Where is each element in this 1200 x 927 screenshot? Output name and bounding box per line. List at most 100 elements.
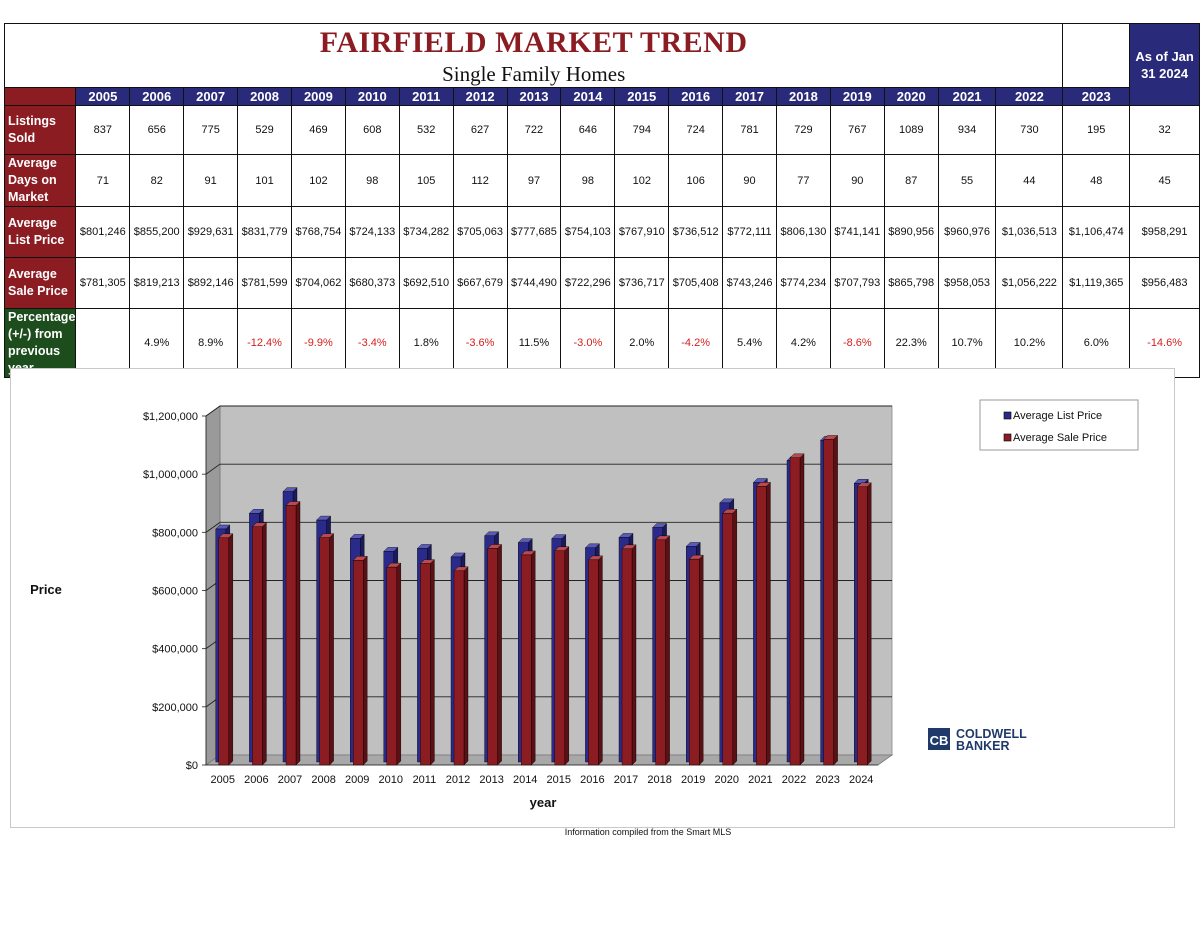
cell-avg-sale-15: $865,798 (883, 257, 939, 309)
bar-sale-2014 (521, 554, 532, 766)
bar-sale-2023-side (833, 434, 838, 766)
cell-avg-days-19: 45 (1129, 154, 1200, 207)
bar-sale-2018-side (665, 535, 670, 766)
logo-mark (928, 728, 950, 750)
year-header-2018: 2018 (775, 87, 831, 106)
y-tick-label-1: $200,000 (152, 702, 198, 714)
bar-sale-2016-side (598, 555, 603, 766)
market-trend-table: FAIRFIELD MARKET TREND Single Family Hom… (3, 23, 1200, 378)
row-label-avg-list: Average List Price (3, 206, 77, 258)
title-cell: FAIRFIELD MARKET TREND Single Family Hom… (3, 23, 1064, 88)
year-header-2015: 2015 (614, 87, 670, 106)
cell-pct-change-12: 5.4% (722, 308, 777, 378)
cell-avg-list-2: $929,631 (183, 206, 239, 258)
as-of-date-header: As of Jan 31 2024 (1129, 23, 1200, 106)
page-title: FAIRFIELD MARKET TREND (319, 26, 748, 59)
bar-sale-2016 (588, 559, 599, 766)
year-header-2010: 2010 (344, 87, 400, 106)
year-header-2020: 2020 (883, 87, 939, 106)
cell-avg-days-11: 106 (668, 154, 724, 207)
x-tick-label-2007: 2007 (278, 774, 302, 786)
legend-swatch-sale (1003, 433, 1012, 442)
cell-avg-days-10: 102 (614, 154, 670, 207)
cell-avg-sale-3: $781,599 (237, 257, 292, 309)
bar-sale-2024 (857, 486, 868, 766)
cell-listings-sold-6: 532 (398, 105, 454, 155)
cell-avg-sale-9: $722,296 (560, 257, 616, 309)
year-header-2023: 2023 (1062, 87, 1131, 106)
cell-listings-sold-4: 469 (290, 105, 346, 155)
cell-listings-sold-0: 837 (75, 105, 131, 155)
cell-avg-sale-12: $743,246 (722, 257, 777, 309)
x-tick-label-2017: 2017 (614, 774, 638, 786)
x-tick-label-2008: 2008 (311, 774, 335, 786)
bar-sale-2005-side (228, 533, 234, 766)
x-tick-label-2012: 2012 (446, 774, 470, 786)
cell-avg-list-0: $801,246 (75, 206, 131, 258)
row-label-avg-days: Average Days on Market (3, 154, 77, 207)
cell-avg-days-0: 71 (75, 154, 131, 207)
legend-label-sale: Average Sale Price (1013, 432, 1107, 444)
cell-avg-sale-2: $892,146 (183, 257, 239, 309)
cell-avg-sale-18: $1,119,365 (1062, 257, 1131, 309)
bar-sale-2022-side (799, 453, 805, 766)
cell-listings-sold-10: 794 (614, 105, 670, 155)
cell-listings-sold-12: 781 (722, 105, 777, 155)
cell-avg-sale-7: $667,679 (452, 257, 508, 309)
cell-listings-sold-2: 775 (183, 105, 239, 155)
bar-sale-2023 (823, 439, 834, 766)
x-tick-label-2014: 2014 (513, 774, 537, 786)
cell-avg-list-7: $705,063 (452, 206, 508, 258)
cell-listings-sold-15: 1089 (883, 105, 939, 155)
cell-pct-change-10: 2.0% (614, 308, 670, 378)
bar-sale-2022 (789, 457, 801, 766)
cell-avg-sale-10: $736,717 (614, 257, 670, 309)
x-tick-label-2021: 2021 (748, 774, 772, 786)
bar-sale-2019 (689, 558, 700, 766)
cell-pct-change-19: -14.6% (1129, 308, 1200, 378)
cell-avg-sale-14: $707,793 (829, 257, 885, 309)
cell-listings-sold-13: 729 (775, 105, 831, 155)
year-header-2009: 2009 (290, 87, 346, 106)
row-label-listings-sold: Listings Sold (3, 105, 77, 155)
bar-sale-2011-side (430, 559, 435, 766)
coldwell-banker-logo: CB COLDWELL BANKER (928, 727, 1027, 753)
x-tick-label-2018: 2018 (647, 774, 671, 786)
x-tick-label-2022: 2022 (782, 774, 806, 786)
year-header-2011: 2011 (398, 87, 454, 106)
cell-pct-change-9: -3.0% (560, 308, 616, 378)
cell-avg-list-8: $777,685 (506, 206, 562, 258)
cell-avg-list-19: $958,291 (1129, 206, 1200, 258)
cell-avg-days-12: 90 (722, 154, 777, 207)
gridline-6 (205, 405, 892, 417)
cell-pct-change-14: -8.6% (829, 308, 885, 378)
bar-sale-2020-side (732, 508, 737, 766)
cell-listings-sold-16: 934 (937, 105, 997, 155)
cell-avg-list-17: $1,036,513 (995, 206, 1064, 258)
bar-sale-2006-side (262, 522, 267, 766)
legend-label-list: Average List Price (1013, 410, 1102, 422)
cell-pct-change-17: 10.2% (995, 308, 1064, 378)
price-bar-chart: $0 $200,000 $400,000 $600,000 $800,000 $1,000… (10, 368, 1175, 828)
bar-sale-2017 (621, 548, 633, 766)
cell-listings-sold-17: 730 (995, 105, 1064, 155)
legend-box (979, 399, 1139, 451)
cell-avg-sale-8: $744,490 (506, 257, 562, 309)
y-tick-label-6: $1,200,000 (143, 411, 198, 423)
year-header-2013: 2013 (506, 87, 562, 106)
x-tick-label-2010: 2010 (379, 774, 403, 786)
cell-listings-sold-18: 195 (1062, 105, 1131, 155)
year-header-2019: 2019 (829, 87, 885, 106)
year-header-2012: 2012 (452, 87, 508, 106)
year-header-2005: 2005 (75, 87, 131, 106)
bar-sale-2017-side (631, 544, 637, 766)
plot-area: $0 $200,000 $400,000 $600,000 $800,000 $1,000… (143, 405, 894, 786)
cell-avg-list-6: $734,282 (398, 206, 454, 258)
bar-sale-2011 (420, 563, 431, 766)
bar-sale-2019-side (699, 554, 704, 766)
cell-avg-sale-17: $1,056,222 (995, 257, 1064, 309)
bar-sale-2020 (722, 512, 733, 766)
x-tick-label-2020: 2020 (715, 774, 739, 786)
logo-monogram: CB (930, 733, 949, 748)
cell-listings-sold-7: 627 (452, 105, 508, 155)
